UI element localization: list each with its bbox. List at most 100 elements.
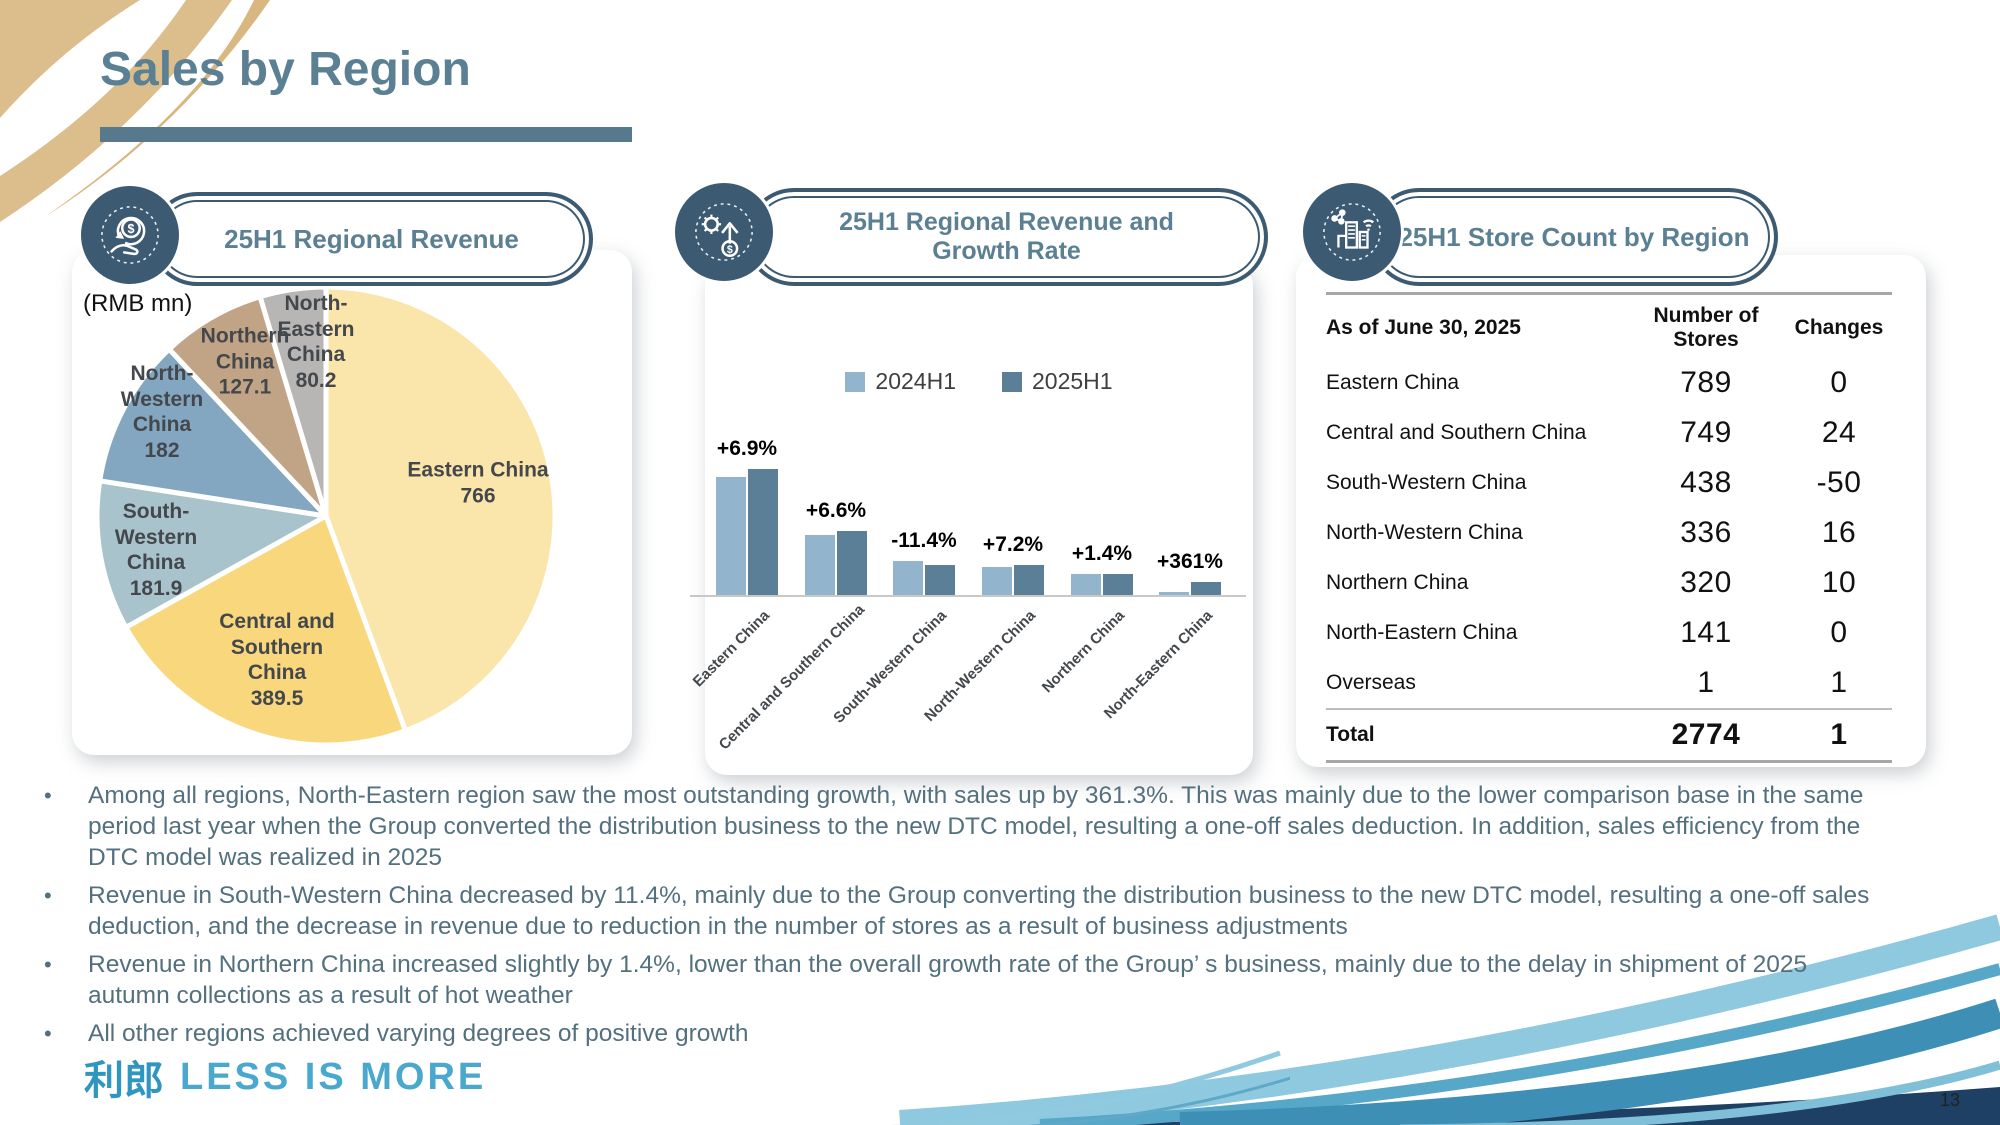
table-cell: -50 <box>1816 466 1862 500</box>
brand-logo-wordmark: LESS IS MORE <box>180 1055 487 1098</box>
store-network-icon <box>1300 180 1404 284</box>
growth-label-north-western-china: +7.2% <box>982 533 1044 557</box>
table-cell: 1 <box>1786 708 1892 764</box>
bar-2025h1-eastern-china <box>748 469 778 595</box>
table-total-row: Total 2774 1 <box>1326 708 1892 764</box>
column-header-changes: Changes <box>1794 316 1884 340</box>
table-cell: Central and Southern China <box>1326 421 1587 445</box>
table-cell: 789 <box>1680 366 1732 400</box>
svg-text:$: $ <box>727 244 733 256</box>
bar-2024h1-northern-china <box>1071 574 1101 595</box>
bullet-item-2: • Revenue in South-Western China decrease… <box>34 880 1880 942</box>
bar-2025h1-north-eastern-china <box>1191 581 1221 595</box>
pie-panel-header: 25H1 Regional Revenue <box>150 192 593 286</box>
table-cell: 2774 <box>1626 708 1786 764</box>
pie-slice-eastern-china <box>323 284 558 734</box>
table-cell: 749 <box>1680 416 1732 450</box>
table-cell: Eastern China <box>1326 371 1460 395</box>
table-cell: Overseas <box>1326 671 1416 695</box>
table-cell: 1 <box>1830 666 1848 700</box>
legend-swatch-2024h1 <box>845 371 866 392</box>
table-row-central-and-southern-china: Central and Southern China 749 24 <box>1326 408 1892 458</box>
money-hand-glyph: $ <box>101 206 159 264</box>
bullet-text: Among all regions, North-Eastern region … <box>88 782 1864 871</box>
regional-revenue-bar-chart: +6.9% Eastern China +6.6% Central and South… <box>690 425 1250 753</box>
table-cell: North-Eastern China <box>1326 621 1518 645</box>
growth-gear-icon: $ <box>672 180 776 284</box>
bullet-marker: • <box>44 783 52 808</box>
bar-2025h1-northern-china <box>1103 574 1133 595</box>
brand-logo: 利郎 LESS IS MORE <box>84 1048 486 1106</box>
store-count-table: As of June 30, 2025 Number of Stores Cha… <box>1326 292 1892 764</box>
bullet-text: All other regions achieved varying degre… <box>88 1020 749 1047</box>
table-cell: 0 <box>1830 616 1848 650</box>
legend-item-2024h1: 2024H1 <box>845 368 956 395</box>
money-hand-icon: $ <box>78 183 182 287</box>
bar-panel-header: 25H1 Regional Revenue and Growth Rate <box>745 188 1268 286</box>
bar-2024h1-eastern-china <box>716 477 746 595</box>
pie-slice-north-western-china <box>97 346 329 519</box>
bullet-item-1: • Among all regions, North-Eastern region… <box>34 780 1880 873</box>
table-cell: 10 <box>1821 566 1857 600</box>
bar-2024h1-central-and-southern-china <box>805 534 835 595</box>
bullet-marker: • <box>44 883 52 908</box>
growth-label-south-western-china: -11.4% <box>891 529 957 553</box>
page-number: 13 <box>1939 1090 1960 1110</box>
table-cell: 16 <box>1821 516 1857 550</box>
table-row-north-western-china: North-Western China 336 16 <box>1326 508 1892 558</box>
table-cell: Northern China <box>1326 571 1469 595</box>
commentary-bullets: • Among all regions, North-Eastern region… <box>34 780 1880 1056</box>
bullet-item-3: • Revenue in Northern China increased sli… <box>34 949 1880 1011</box>
pie-slice-central-and-southern-china <box>123 513 408 748</box>
table-row-overseas: Overseas 1 1 <box>1326 658 1892 709</box>
bar-2025h1-south-western-china <box>925 565 955 595</box>
legend-label-2025h1: 2025H1 <box>1032 368 1113 394</box>
table-panel-title: 25H1 Store Count by Region <box>1398 221 1750 252</box>
legend-label-2024h1: 2024H1 <box>875 368 956 394</box>
table-cell: 438 <box>1680 466 1732 500</box>
x-axis-line <box>690 595 1246 597</box>
column-header-stores: Number of Stores <box>1653 304 1759 352</box>
table-cell: North-Western China <box>1326 521 1523 545</box>
svg-text:$: $ <box>127 222 134 236</box>
growth-label-central-and-southern-china: +6.6% <box>805 498 867 522</box>
bar-2024h1-north-eastern-china <box>1159 592 1189 595</box>
table-cell: 1 <box>1697 666 1715 700</box>
growth-gear-glyph: $ <box>695 203 753 261</box>
regional-revenue-pie-chart <box>94 284 558 748</box>
table-cell: 336 <box>1680 516 1732 550</box>
table-cell: 320 <box>1680 566 1732 600</box>
table-cell: 0 <box>1830 366 1848 400</box>
title-underline <box>100 127 632 142</box>
pie-slice-north-eastern-china <box>257 284 329 519</box>
bar-2024h1-south-western-china <box>893 561 923 595</box>
bullet-marker: • <box>44 1021 52 1046</box>
table-row-south-western-china: South-Western China 438 -50 <box>1326 458 1892 508</box>
column-header-region: As of June 30, 2025 <box>1326 316 1521 340</box>
bar-panel-title: 25H1 Regional Revenue and Growth Rate <box>839 207 1174 266</box>
bar-chart-legend: 2024H1 2025H1 <box>705 368 1253 395</box>
table-panel-card <box>1296 255 1926 767</box>
growth-label-north-eastern-china: +361% <box>1157 549 1223 573</box>
page-title: Sales by Region <box>100 43 471 96</box>
table-row-eastern-china: Eastern China 789 0 <box>1326 358 1892 408</box>
bar-panel-card <box>705 263 1253 775</box>
table-row-north-eastern-china: North-Eastern China 141 0 <box>1326 608 1892 658</box>
table-cell: Total <box>1326 708 1626 764</box>
bullet-marker: • <box>44 952 52 977</box>
pie-slice-south-western-china <box>94 478 329 630</box>
table-cell: 141 <box>1680 616 1732 650</box>
bar-2024h1-north-western-china <box>982 567 1012 595</box>
table-row-northern-china: Northern China 320 10 <box>1326 558 1892 608</box>
growth-label-eastern-china: +6.9% <box>716 437 778 460</box>
table-cell: 24 <box>1821 416 1857 450</box>
legend-swatch-2025h1 <box>1002 371 1022 392</box>
bullet-text: Revenue in South-Western China decreased… <box>88 882 1870 940</box>
store-network-glyph <box>1323 203 1381 261</box>
store-table-header: As of June 30, 2025 Number of Stores Cha… <box>1326 294 1892 359</box>
bar-2025h1-central-and-southern-china <box>837 530 867 595</box>
bar-2025h1-north-western-china <box>1014 565 1044 595</box>
bullet-item-4: • All other regions achieved varying degr… <box>34 1018 1880 1049</box>
growth-label-northern-china: +1.4% <box>1071 542 1133 566</box>
